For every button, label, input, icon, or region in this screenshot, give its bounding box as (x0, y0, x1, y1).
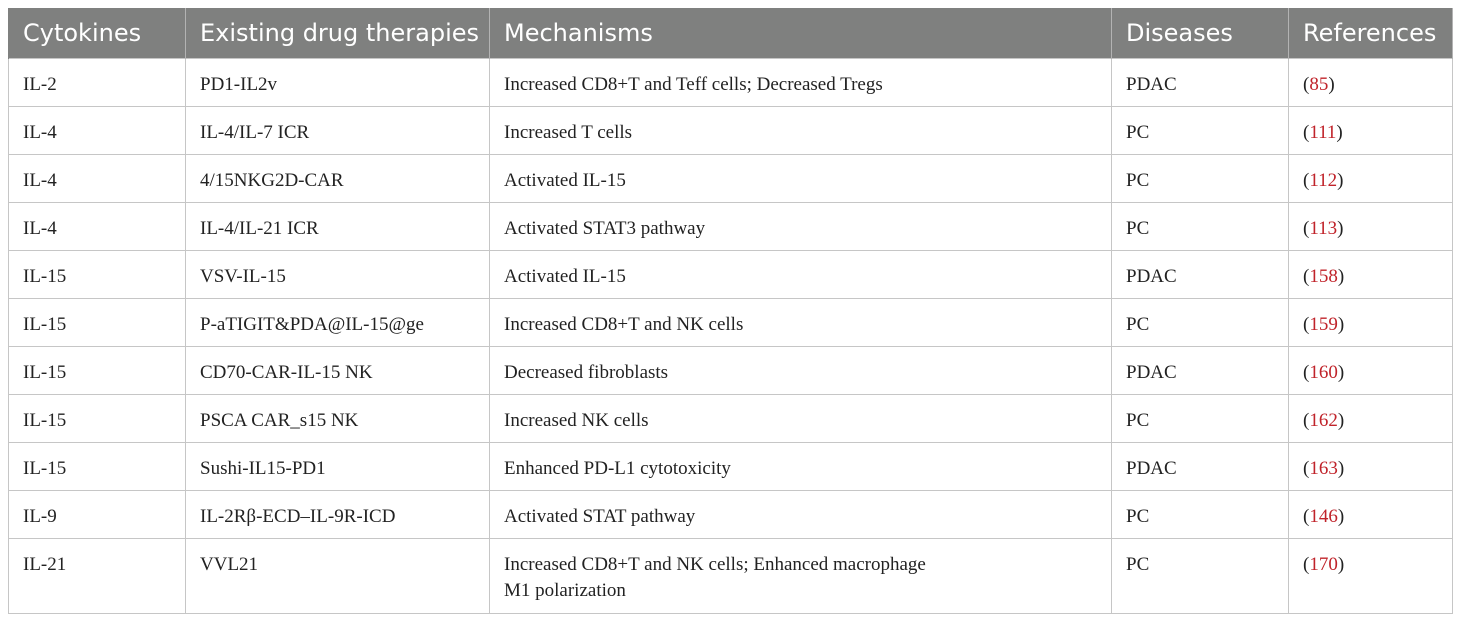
header-row: Cytokines Existing drug therapies Mechan… (8, 8, 1453, 58)
reference-link[interactable]: 170 (1309, 553, 1338, 575)
disease-cell: PC (1111, 105, 1289, 155)
reference-link[interactable]: 158 (1309, 265, 1338, 287)
table-row: IL-15 VSV-IL-15 Activated IL-15 PDAC (15… (8, 249, 1453, 299)
table-header: Cytokines Existing drug therapies Mechan… (8, 8, 1453, 58)
reference-cell: (113) (1288, 201, 1453, 251)
mechanism-cell: Decreased fibroblasts (489, 345, 1112, 395)
therapy-cell: VSV-IL-15 (185, 249, 490, 299)
cytokine-cell: IL-15 (8, 297, 186, 347)
mechanism-cell: Enhanced PD-L1 cytotoxicity (489, 441, 1112, 491)
table-row: IL-9 IL-2Rβ-ECD–IL-9R-ICD Activated STAT… (8, 489, 1453, 539)
cytokine-cell: IL-2 (8, 57, 186, 107)
mechanism-cell: Increased NK cells (489, 393, 1112, 443)
reference-cell: (111) (1288, 105, 1453, 155)
reference-cell: (163) (1288, 441, 1453, 491)
table-body: IL-2 PD1-IL2v Increased CD8+T and Teff c… (8, 57, 1453, 614)
cytokine-cell: IL-9 (8, 489, 186, 539)
disease-cell: PC (1111, 537, 1289, 614)
therapy-cell: IL-4/IL-21 ICR (185, 201, 490, 251)
reference-cell: (159) (1288, 297, 1453, 347)
therapy-cell: Sushi-IL15-PD1 (185, 441, 490, 491)
disease-cell: PDAC (1111, 249, 1289, 299)
reference-cell: (85) (1288, 57, 1453, 107)
table-row: IL-4 IL-4/IL-21 ICR Activated STAT3 path… (8, 201, 1453, 251)
mechanism-cell: Increased CD8+T and NK cells; Enhanced m… (489, 537, 1112, 614)
reference-link[interactable]: 162 (1309, 409, 1338, 431)
disease-cell: PC (1111, 489, 1289, 539)
disease-cell: PC (1111, 153, 1289, 203)
cytokine-cell: IL-4 (8, 105, 186, 155)
cytokine-cell: IL-15 (8, 345, 186, 395)
cytokine-cell: IL-4 (8, 201, 186, 251)
reference-link[interactable]: 146 (1309, 505, 1338, 527)
reference-cell: (112) (1288, 153, 1453, 203)
table-row: IL-21 VVL21 Increased CD8+T and NK cells… (8, 537, 1453, 614)
column-header-diseases: Diseases (1111, 8, 1289, 58)
reference-link[interactable]: 112 (1309, 169, 1338, 191)
reference-link[interactable]: 85 (1309, 73, 1329, 95)
table-row: IL-15 PSCA CAR_s15 NK Increased NK cells… (8, 393, 1453, 443)
mechanism-line: M1 polarization (504, 579, 626, 601)
mechanism-cell: Activated IL-15 (489, 153, 1112, 203)
reference-cell: (146) (1288, 489, 1453, 539)
disease-cell: PC (1111, 393, 1289, 443)
column-header-therapies: Existing drug therapies (185, 8, 490, 58)
table-row: IL-4 IL-4/IL-7 ICR Increased T cells PC … (8, 105, 1453, 155)
mechanism-cell: Increased CD8+T and Teff cells; Decrease… (489, 57, 1112, 107)
table-row: IL-2 PD1-IL2v Increased CD8+T and Teff c… (8, 57, 1453, 107)
reference-link[interactable]: 113 (1309, 217, 1338, 239)
therapy-cell: CD70-CAR-IL-15 NK (185, 345, 490, 395)
cytokine-cell: IL-21 (8, 537, 186, 614)
therapy-cell: P-aTIGIT&PDA@IL-15@ge (185, 297, 490, 347)
reference-link[interactable]: 159 (1309, 313, 1338, 335)
therapy-cell: IL-4/IL-7 ICR (185, 105, 490, 155)
table-row: IL-15 P-aTIGIT&PDA@IL-15@ge Increased CD… (8, 297, 1453, 347)
disease-cell: PDAC (1111, 441, 1289, 491)
mechanism-cell: Activated STAT3 pathway (489, 201, 1112, 251)
disease-cell: PDAC (1111, 57, 1289, 107)
reference-cell: (160) (1288, 345, 1453, 395)
mechanism-cell: Increased T cells (489, 105, 1112, 155)
therapy-cell: 4/15NKG2D-CAR (185, 153, 490, 203)
reference-link[interactable]: 160 (1309, 361, 1338, 383)
cytokine-cell: IL-15 (8, 441, 186, 491)
reference-cell: (158) (1288, 249, 1453, 299)
mechanism-cell: Increased CD8+T and NK cells (489, 297, 1112, 347)
therapy-cell: IL-2Rβ-ECD–IL-9R-ICD (185, 489, 490, 539)
table-row: IL-15 CD70-CAR-IL-15 NK Decreased fibrob… (8, 345, 1453, 395)
column-header-mechanisms: Mechanisms (489, 8, 1112, 58)
table-row: IL-4 4/15NKG2D-CAR Activated IL-15 PC (1… (8, 153, 1453, 203)
cytokine-cell: IL-15 (8, 393, 186, 443)
cytokine-cell: IL-15 (8, 249, 186, 299)
reference-link[interactable]: 163 (1309, 457, 1338, 479)
therapy-cell: PSCA CAR_s15 NK (185, 393, 490, 443)
cytokine-therapy-table: Cytokines Existing drug therapies Mechan… (8, 8, 1453, 614)
therapy-cell: VVL21 (185, 537, 490, 614)
table-row: IL-15 Sushi-IL15-PD1 Enhanced PD-L1 cyto… (8, 441, 1453, 491)
cytokine-cell: IL-4 (8, 153, 186, 203)
reference-cell: (170) (1288, 537, 1453, 614)
column-header-references: References (1288, 8, 1453, 58)
disease-cell: PDAC (1111, 345, 1289, 395)
disease-cell: PC (1111, 297, 1289, 347)
mechanism-cell: Activated IL-15 (489, 249, 1112, 299)
mechanism-cell: Activated STAT pathway (489, 489, 1112, 539)
cytokine-therapy-table-container: Cytokines Existing drug therapies Mechan… (8, 8, 1453, 614)
reference-link[interactable]: 111 (1309, 121, 1337, 143)
disease-cell: PC (1111, 201, 1289, 251)
reference-cell: (162) (1288, 393, 1453, 443)
therapy-cell: PD1-IL2v (185, 57, 490, 107)
mechanism-line: Increased CD8+T and NK cells; Enhanced m… (504, 553, 926, 575)
column-header-cytokines: Cytokines (8, 8, 186, 58)
